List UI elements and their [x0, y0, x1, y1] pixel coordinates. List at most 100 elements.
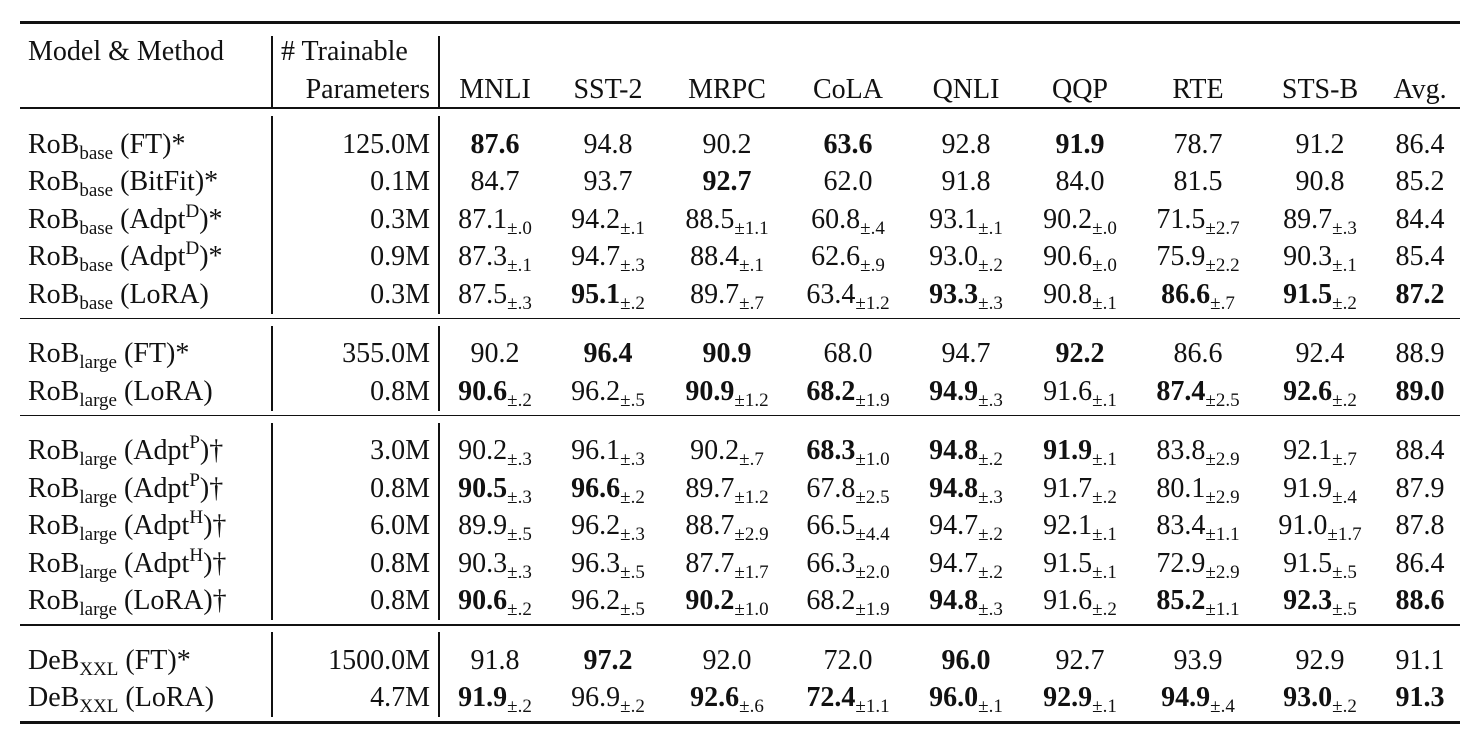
method-text: (Adpt [124, 435, 190, 467]
model-method: RoBlarge (AdptH)† [28, 507, 226, 545]
score-std: ±.3 [507, 449, 532, 471]
score-cell: 63.6 [776, 126, 920, 164]
score-std: ±.1 [1092, 696, 1117, 718]
score: 91.0 [1278, 510, 1328, 542]
model-name: RoB [28, 375, 80, 407]
score: 94.7 [571, 241, 621, 273]
score-cell: 66.5±4.4 [776, 507, 920, 545]
score-cell: 90.6±.0 [1008, 238, 1152, 276]
model-name: RoB [28, 278, 80, 310]
score-std: ±.9 [860, 255, 885, 277]
score-std: ±.1 [739, 255, 764, 277]
score-std: ±.0 [507, 217, 532, 239]
score-cell: 87.3±.1 [423, 238, 567, 276]
score-cell: 93.3±.3 [894, 276, 1038, 314]
model-size: XXL [79, 658, 119, 680]
score-cell: 92.9±.1 [1008, 679, 1152, 717]
score-std: ±2.9 [1205, 449, 1240, 471]
score-cell: 90.2±.7 [655, 432, 799, 470]
score-std: ±.3 [620, 449, 645, 471]
score-std: ±.2 [507, 696, 532, 718]
score-cell: 91.8 [423, 642, 567, 680]
score-std: ±1.1 [1205, 524, 1240, 546]
params: 1500.0M [328, 644, 430, 676]
score: 91.8 [941, 166, 991, 198]
method-sup: P [189, 469, 200, 491]
method: (FT)* [125, 645, 190, 676]
score: 86.4 [1395, 128, 1445, 160]
score: 91.3 [1395, 682, 1445, 714]
params: 0.8M [370, 547, 430, 579]
score-std: ±.1 [1092, 389, 1117, 411]
model-method: RoBlarge (AdptP)† [28, 432, 223, 470]
score-cell: 62.6±.9 [776, 238, 920, 276]
score-cell: 92.1±.7 [1248, 432, 1392, 470]
score: 93.7 [583, 166, 633, 198]
score: 84.0 [1055, 166, 1105, 198]
method: (AdptP)† [124, 469, 223, 504]
score-std: ±.1 [978, 217, 1003, 239]
score-std: ±.1 [507, 255, 532, 277]
score-std: ±1.0 [855, 449, 890, 471]
score-cell: 63.4±1.2 [776, 276, 920, 314]
score: 89.7 [1283, 203, 1333, 235]
score: 92.7 [702, 166, 752, 198]
score: 94.9 [929, 375, 979, 407]
score-cell: 85.2 [1348, 163, 1480, 201]
score-std: ±.6 [739, 696, 764, 718]
score-cell: 92.0 [655, 642, 799, 680]
score-std: ±.2 [978, 255, 1003, 277]
method: (BitFit)* [120, 166, 218, 197]
score-cell: 91.5±.2 [1248, 276, 1392, 314]
score-cell: 96.2±.5 [536, 582, 680, 620]
model-size: base [79, 217, 114, 239]
method: (FT)* [120, 129, 185, 160]
score-cell: 90.2±.3 [423, 432, 567, 470]
score-cell: 89.0 [1348, 373, 1480, 411]
score: 90.9 [702, 338, 752, 370]
rule [20, 721, 1460, 724]
method-sup: P [189, 432, 200, 454]
model-size: base [79, 292, 114, 314]
method-sup: D [185, 238, 200, 260]
params: 4.7M [370, 682, 430, 714]
method: (FT)* [124, 338, 189, 369]
rule [438, 325, 440, 411]
score-std: ±.2 [1332, 292, 1357, 314]
score-std: ±.2 [620, 696, 645, 718]
model-name: RoB [28, 166, 80, 198]
score-std: ±.1 [1092, 292, 1117, 314]
score: 93.0 [929, 241, 979, 273]
score-cell: 87.8 [1348, 507, 1480, 545]
params: 0.8M [370, 585, 430, 617]
score-cell: 89.7±.7 [655, 276, 799, 314]
model-method: DeBXXL (LoRA) [28, 679, 214, 717]
score-cell: 87.6 [423, 126, 567, 164]
score-cell: 87.2 [1348, 276, 1480, 314]
score: 88.4 [1395, 435, 1445, 467]
score-cell: 92.2 [1008, 335, 1152, 373]
score: 90.6 [458, 375, 508, 407]
score-cell: 88.6 [1348, 582, 1480, 620]
score: 66.3 [806, 547, 856, 579]
score: 62.6 [811, 241, 861, 273]
score-std: ±.1 [978, 696, 1003, 718]
score: 87.6 [470, 128, 520, 160]
score: 87.8 [1395, 510, 1445, 542]
score-cell: 96.1±.3 [536, 432, 680, 470]
model-size: large [79, 389, 117, 411]
model-size: large [79, 352, 117, 374]
score-std: ±.5 [1332, 561, 1357, 583]
score: 92.8 [941, 128, 991, 160]
method-sup: D [185, 200, 200, 222]
score: 75.9 [1156, 241, 1206, 273]
score: 63.4 [806, 278, 856, 310]
score-std: ±1.1 [734, 217, 769, 239]
score-cell: 87.1±.0 [423, 201, 567, 239]
score: 91.5 [1283, 278, 1333, 310]
score: 83.8 [1156, 435, 1206, 467]
rule [271, 325, 273, 411]
score: 71.5 [1156, 203, 1206, 235]
score-cell: 92.6±.2 [1248, 373, 1392, 411]
score-cell: 92.1±.1 [1008, 507, 1152, 545]
